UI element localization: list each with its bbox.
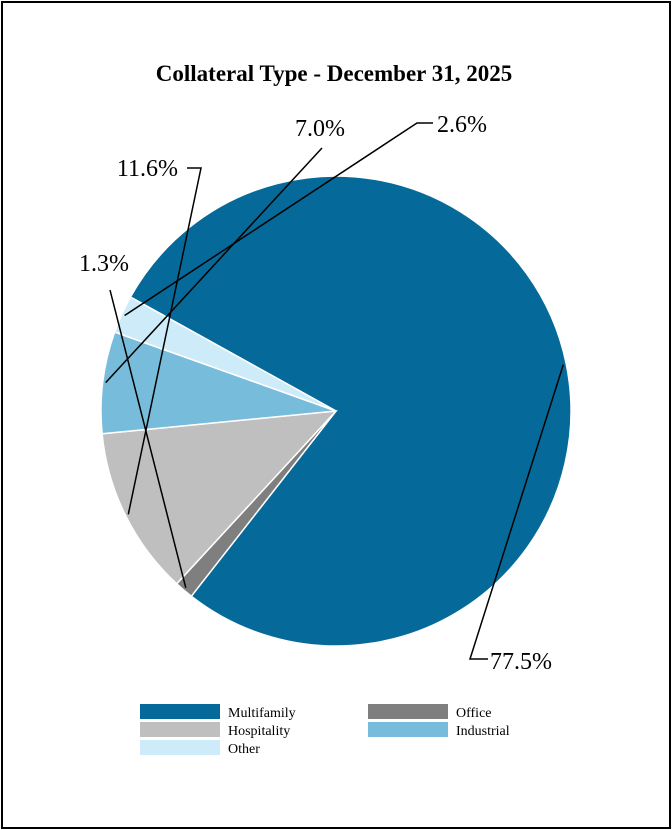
leader-line-office xyxy=(109,289,187,588)
legend-label-multifamily: Multifamily xyxy=(228,706,296,721)
leader-line-other xyxy=(124,122,433,317)
pie-slice-industrial xyxy=(100,331,337,435)
legend: Multifamily Office Hospitality Industrial Ot… xyxy=(140,704,510,757)
data-label-hospitality: 11.6% xyxy=(117,156,178,182)
pie-slice-other xyxy=(113,296,337,412)
legend-swatch-industrial xyxy=(368,722,448,737)
data-label-multifamily: 77.5% xyxy=(490,649,552,675)
pie-slice-hospitality xyxy=(101,410,338,585)
leader-lines xyxy=(105,122,565,660)
leader-line-industrial xyxy=(105,147,323,384)
legend-label-hospitality: Hospitality xyxy=(228,724,290,739)
data-label-office: 1.3% xyxy=(79,251,129,277)
legend-label-office: Office xyxy=(456,706,492,721)
legend-swatch-office xyxy=(368,704,448,719)
pie-slices xyxy=(100,175,572,647)
data-label-other: 2.6% xyxy=(437,112,487,138)
legend-swatch-multifamily xyxy=(140,704,220,719)
legend-label-other: Other xyxy=(228,742,260,757)
chart-title: Collateral Type - December 31, 2025 xyxy=(156,61,512,86)
data-label-industrial: 7.0% xyxy=(295,116,345,142)
leader-line-multifamily xyxy=(468,364,565,660)
legend-label-industrial: Industrial xyxy=(456,724,510,739)
leader-line-hospitality xyxy=(127,167,202,515)
legend-swatch-hospitality xyxy=(140,722,220,737)
data-labels: 77.5% 1.3% 11.6% 7.0% 2.6% xyxy=(79,112,552,675)
legend-swatch-other xyxy=(140,740,220,755)
pie-slice-multifamily xyxy=(129,175,572,647)
